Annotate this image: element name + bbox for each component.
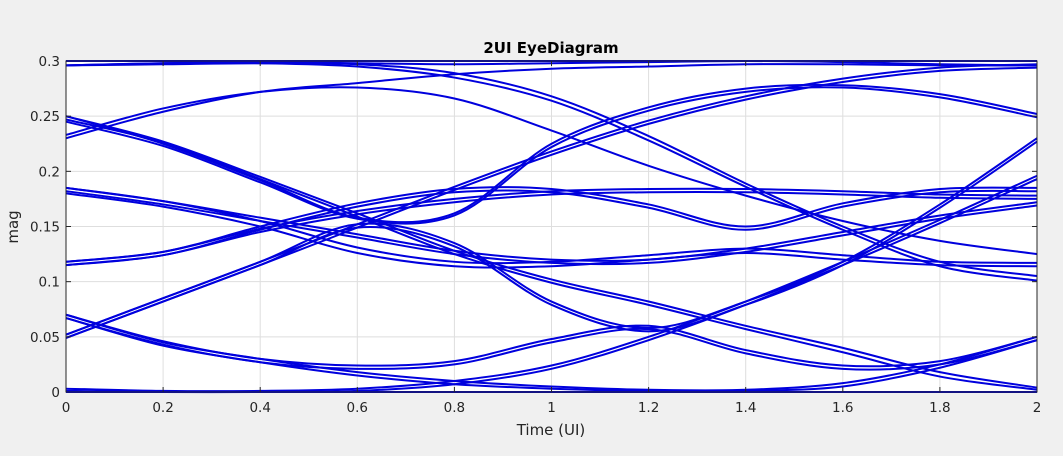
eye-trace-7 bbox=[65, 115, 1038, 389]
x-tick-label: 0.2 bbox=[152, 400, 173, 416]
eye-trace-25 bbox=[65, 313, 1038, 392]
eye-trace-15 bbox=[65, 186, 1038, 263]
y-tick-label: 0.25 bbox=[30, 109, 60, 125]
x-axis-label: Time (UI) bbox=[516, 421, 586, 439]
x-tick-label: 1.2 bbox=[638, 400, 659, 416]
chart-title: 2UI EyeDiagram bbox=[483, 39, 618, 57]
x-tick-label: 0 bbox=[62, 400, 71, 416]
x-tick-label: 1.8 bbox=[929, 400, 950, 416]
y-tick-label: 0.15 bbox=[30, 220, 60, 236]
y-tick-label: 0 bbox=[51, 385, 60, 401]
eye-trace-4 bbox=[65, 61, 1038, 282]
eye-trace-10 bbox=[65, 86, 1038, 225]
axis-ticks: 0 0.2 0.4 0.6 0.8 1 1.2 1.4 1.6 1.8 2 0 0.05 0.1 0.15 0… bbox=[30, 54, 1041, 416]
eye-trace-21 bbox=[65, 137, 1038, 336]
x-tick-label: 1 bbox=[547, 400, 556, 416]
eye-trace-13 bbox=[65, 186, 1038, 265]
x-tick-label: 0.8 bbox=[444, 400, 465, 416]
eye-trace-5 bbox=[65, 63, 1038, 140]
y-tick-label: 0.1 bbox=[39, 275, 60, 291]
eye-trace-6 bbox=[65, 86, 1038, 256]
eye-trace-16 bbox=[65, 189, 1038, 267]
y-tick-label: 0.3 bbox=[39, 54, 60, 70]
eye-trace-18 bbox=[65, 191, 1038, 267]
eye-traces bbox=[65, 59, 1038, 394]
eye-trace-11 bbox=[65, 186, 1038, 262]
x-tick-label: 0.4 bbox=[249, 400, 270, 416]
y-axis-label: mag bbox=[4, 210, 22, 243]
x-tick-label: 0.6 bbox=[347, 400, 368, 416]
x-tick-label: 1.4 bbox=[735, 400, 756, 416]
eye-trace-14 bbox=[65, 192, 1038, 269]
y-tick-label: 0.2 bbox=[39, 164, 60, 180]
y-tick-label: 0.05 bbox=[30, 330, 60, 346]
x-tick-label: 1.6 bbox=[832, 400, 853, 416]
eye-trace-9 bbox=[65, 83, 1038, 224]
x-tick-label: 2 bbox=[1033, 400, 1042, 416]
eye-trace-8 bbox=[65, 118, 1038, 391]
eye-trace-17 bbox=[65, 187, 1038, 263]
eye-trace-12 bbox=[65, 190, 1038, 266]
